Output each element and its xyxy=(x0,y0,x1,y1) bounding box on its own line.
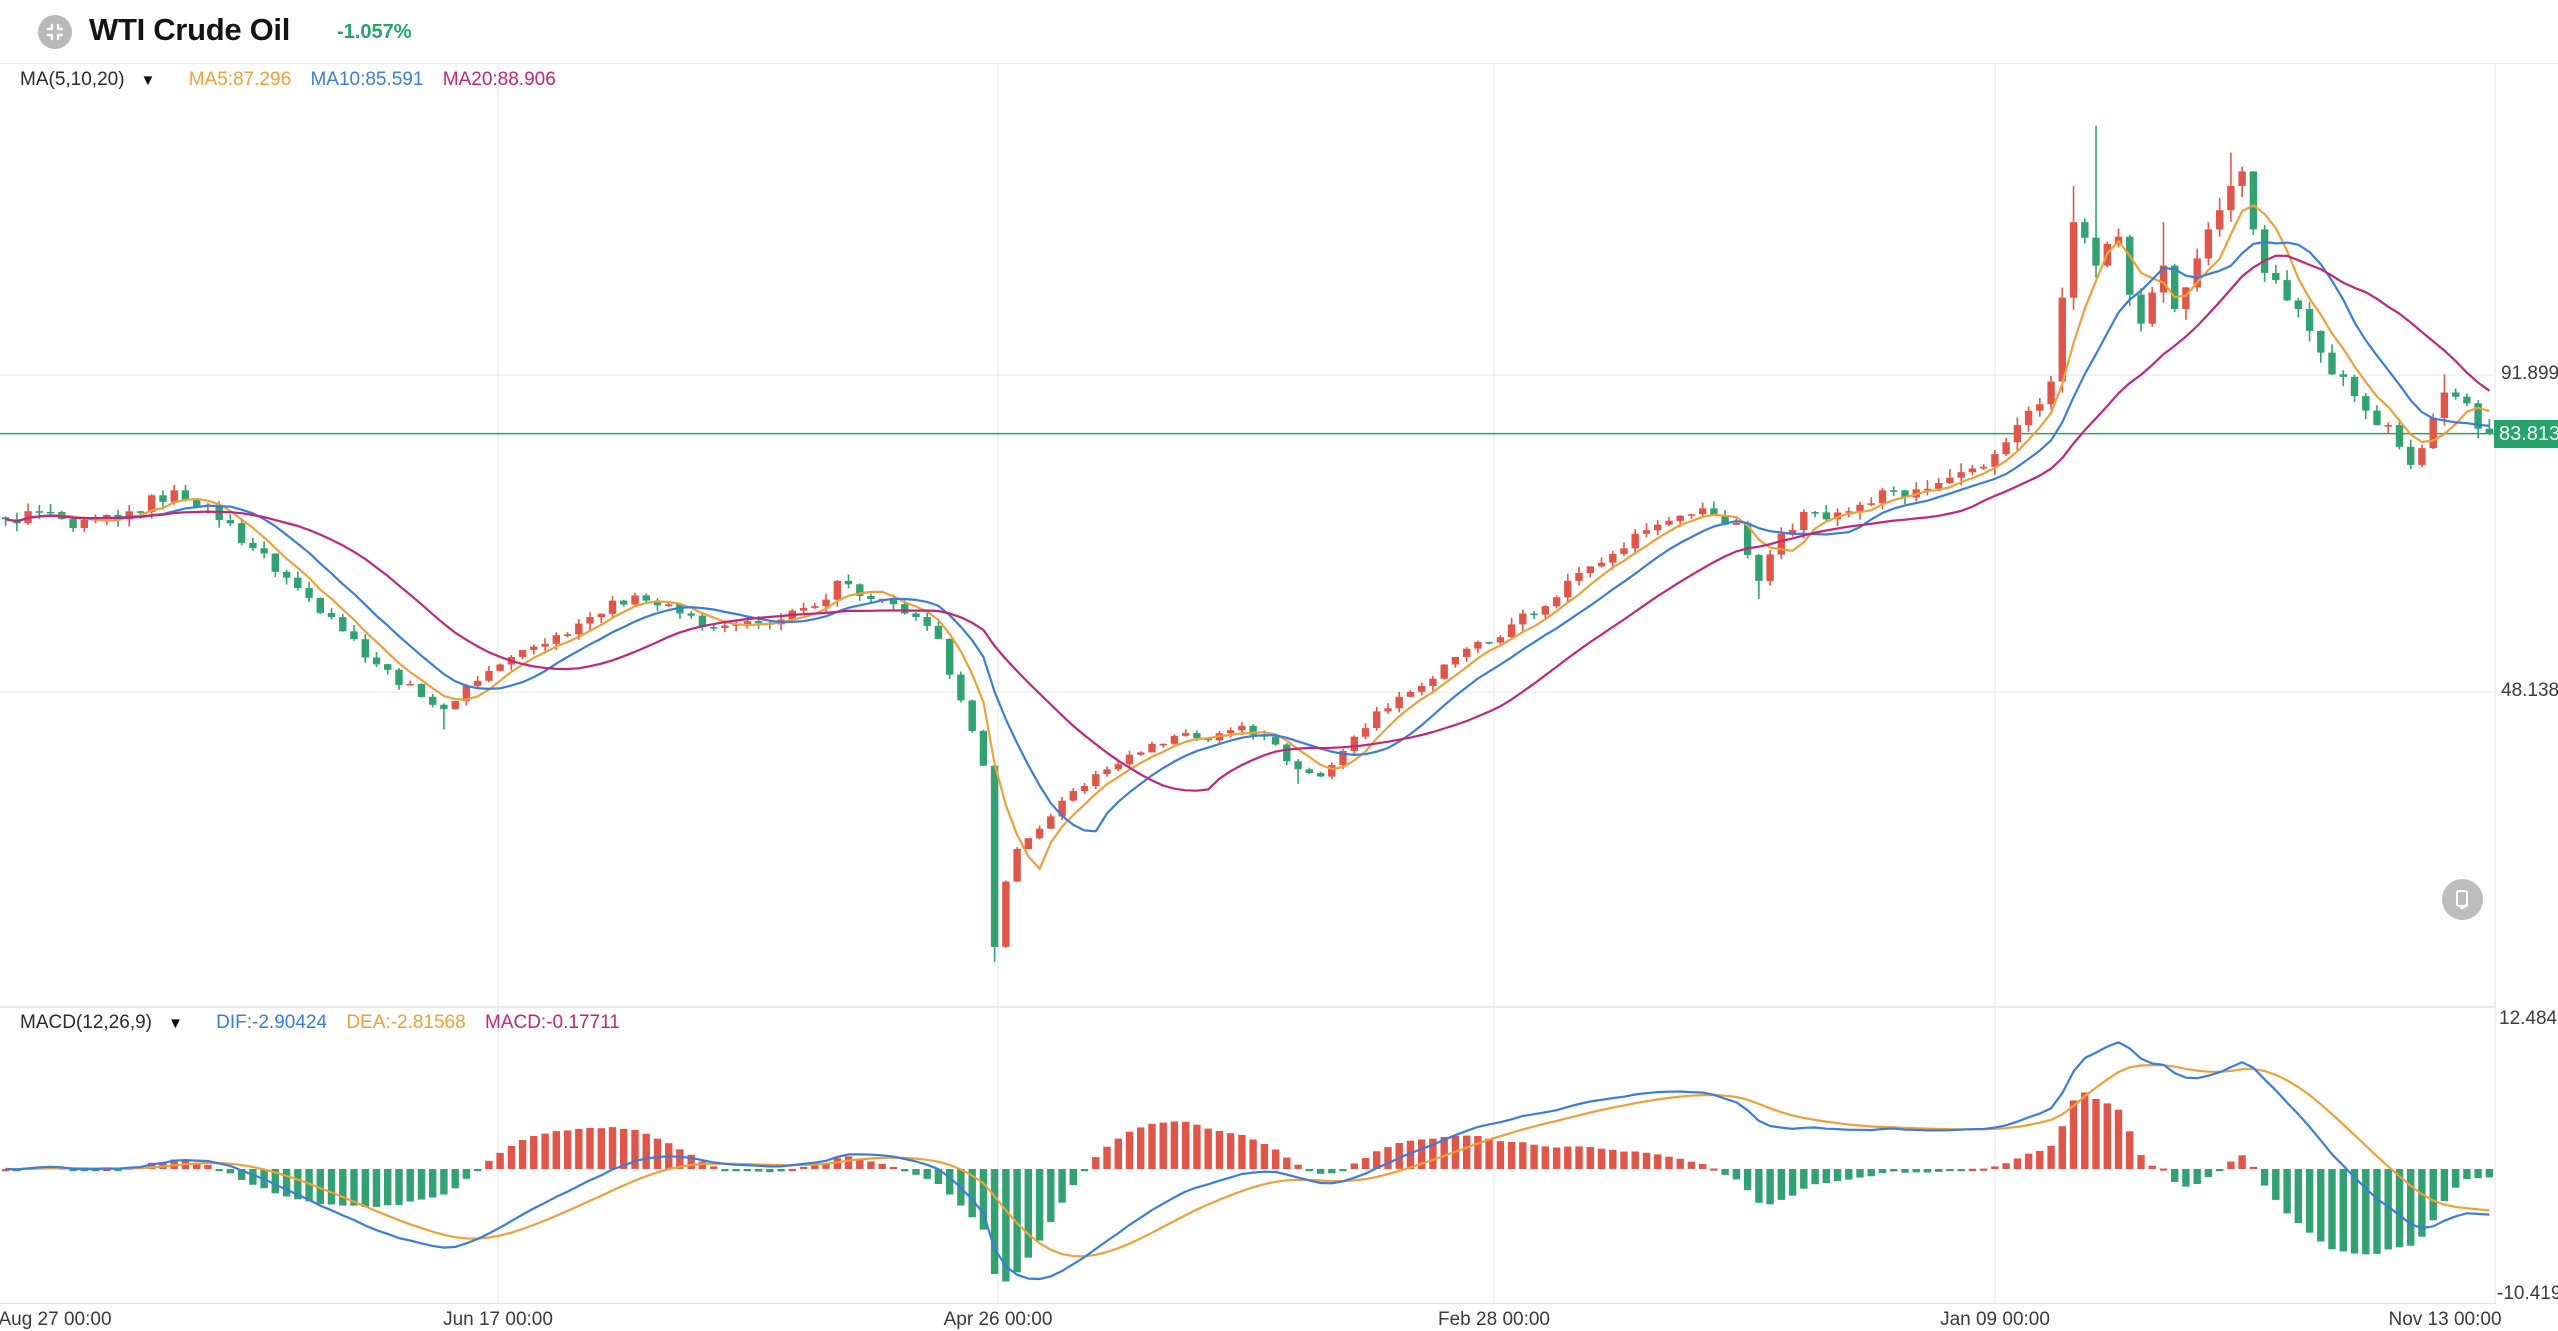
ma5-value: MA5:87.296 xyxy=(188,69,292,90)
triangle-down-icon: ▼ xyxy=(168,1015,183,1032)
macd-axis-min-label: -10.4191 xyxy=(2497,1283,2558,1304)
macd-indicator-row: MACD(12,26,9) ▼ DIF:-2.90424 DEA:-2.81568… xyxy=(20,1012,634,1034)
time-axis-label: Feb 28 00:00 xyxy=(1438,1309,1550,1330)
time-axis-label: Jan 09 00:00 xyxy=(1940,1309,2050,1330)
change-percent: -1.057% xyxy=(337,21,412,43)
time-axis-label: Jun 17 00:00 xyxy=(443,1309,553,1330)
collapse-arrows-icon[interactable] xyxy=(38,15,72,49)
time-axis-label: Apr 26 00:00 xyxy=(943,1309,1053,1330)
last-price-badge: 83.813 xyxy=(2494,419,2558,448)
triangle-down-icon: ▼ xyxy=(140,72,156,89)
dea-value: DEA:-2.81568 xyxy=(346,1012,466,1033)
time-axis-label: Nov 13 00:00 xyxy=(2388,1309,2502,1330)
dif-value: DIF:-2.90424 xyxy=(216,1012,328,1033)
ma-indicator-row: MA(5,10,20) ▼ MA5:87.296 MA10:85.591 MA20… xyxy=(20,69,570,91)
header: WTI Crude Oil -1.057% xyxy=(0,0,2558,64)
time-axis-label: Aug 27 00:00 xyxy=(0,1309,112,1330)
ma20-value: MA20:88.906 xyxy=(442,69,556,90)
open-on-device-button[interactable] xyxy=(2442,879,2483,920)
page-title: WTI Crude Oil xyxy=(89,12,291,47)
macd-axis-max-label: 12.48465 xyxy=(2499,1008,2558,1029)
macd-value: MACD:-0.17711 xyxy=(484,1012,620,1033)
macd-indicator-toggle[interactable]: MACD(12,26,9) ▼ xyxy=(20,1012,183,1033)
price-gridline-label-lower: 48.138 xyxy=(2501,680,2558,701)
ma10-value: MA10:85.591 xyxy=(310,69,424,90)
price-gridline-label-upper: 91.899 xyxy=(2501,363,2558,384)
ma-indicator-toggle[interactable]: MA(5,10,20) ▼ xyxy=(20,69,156,90)
